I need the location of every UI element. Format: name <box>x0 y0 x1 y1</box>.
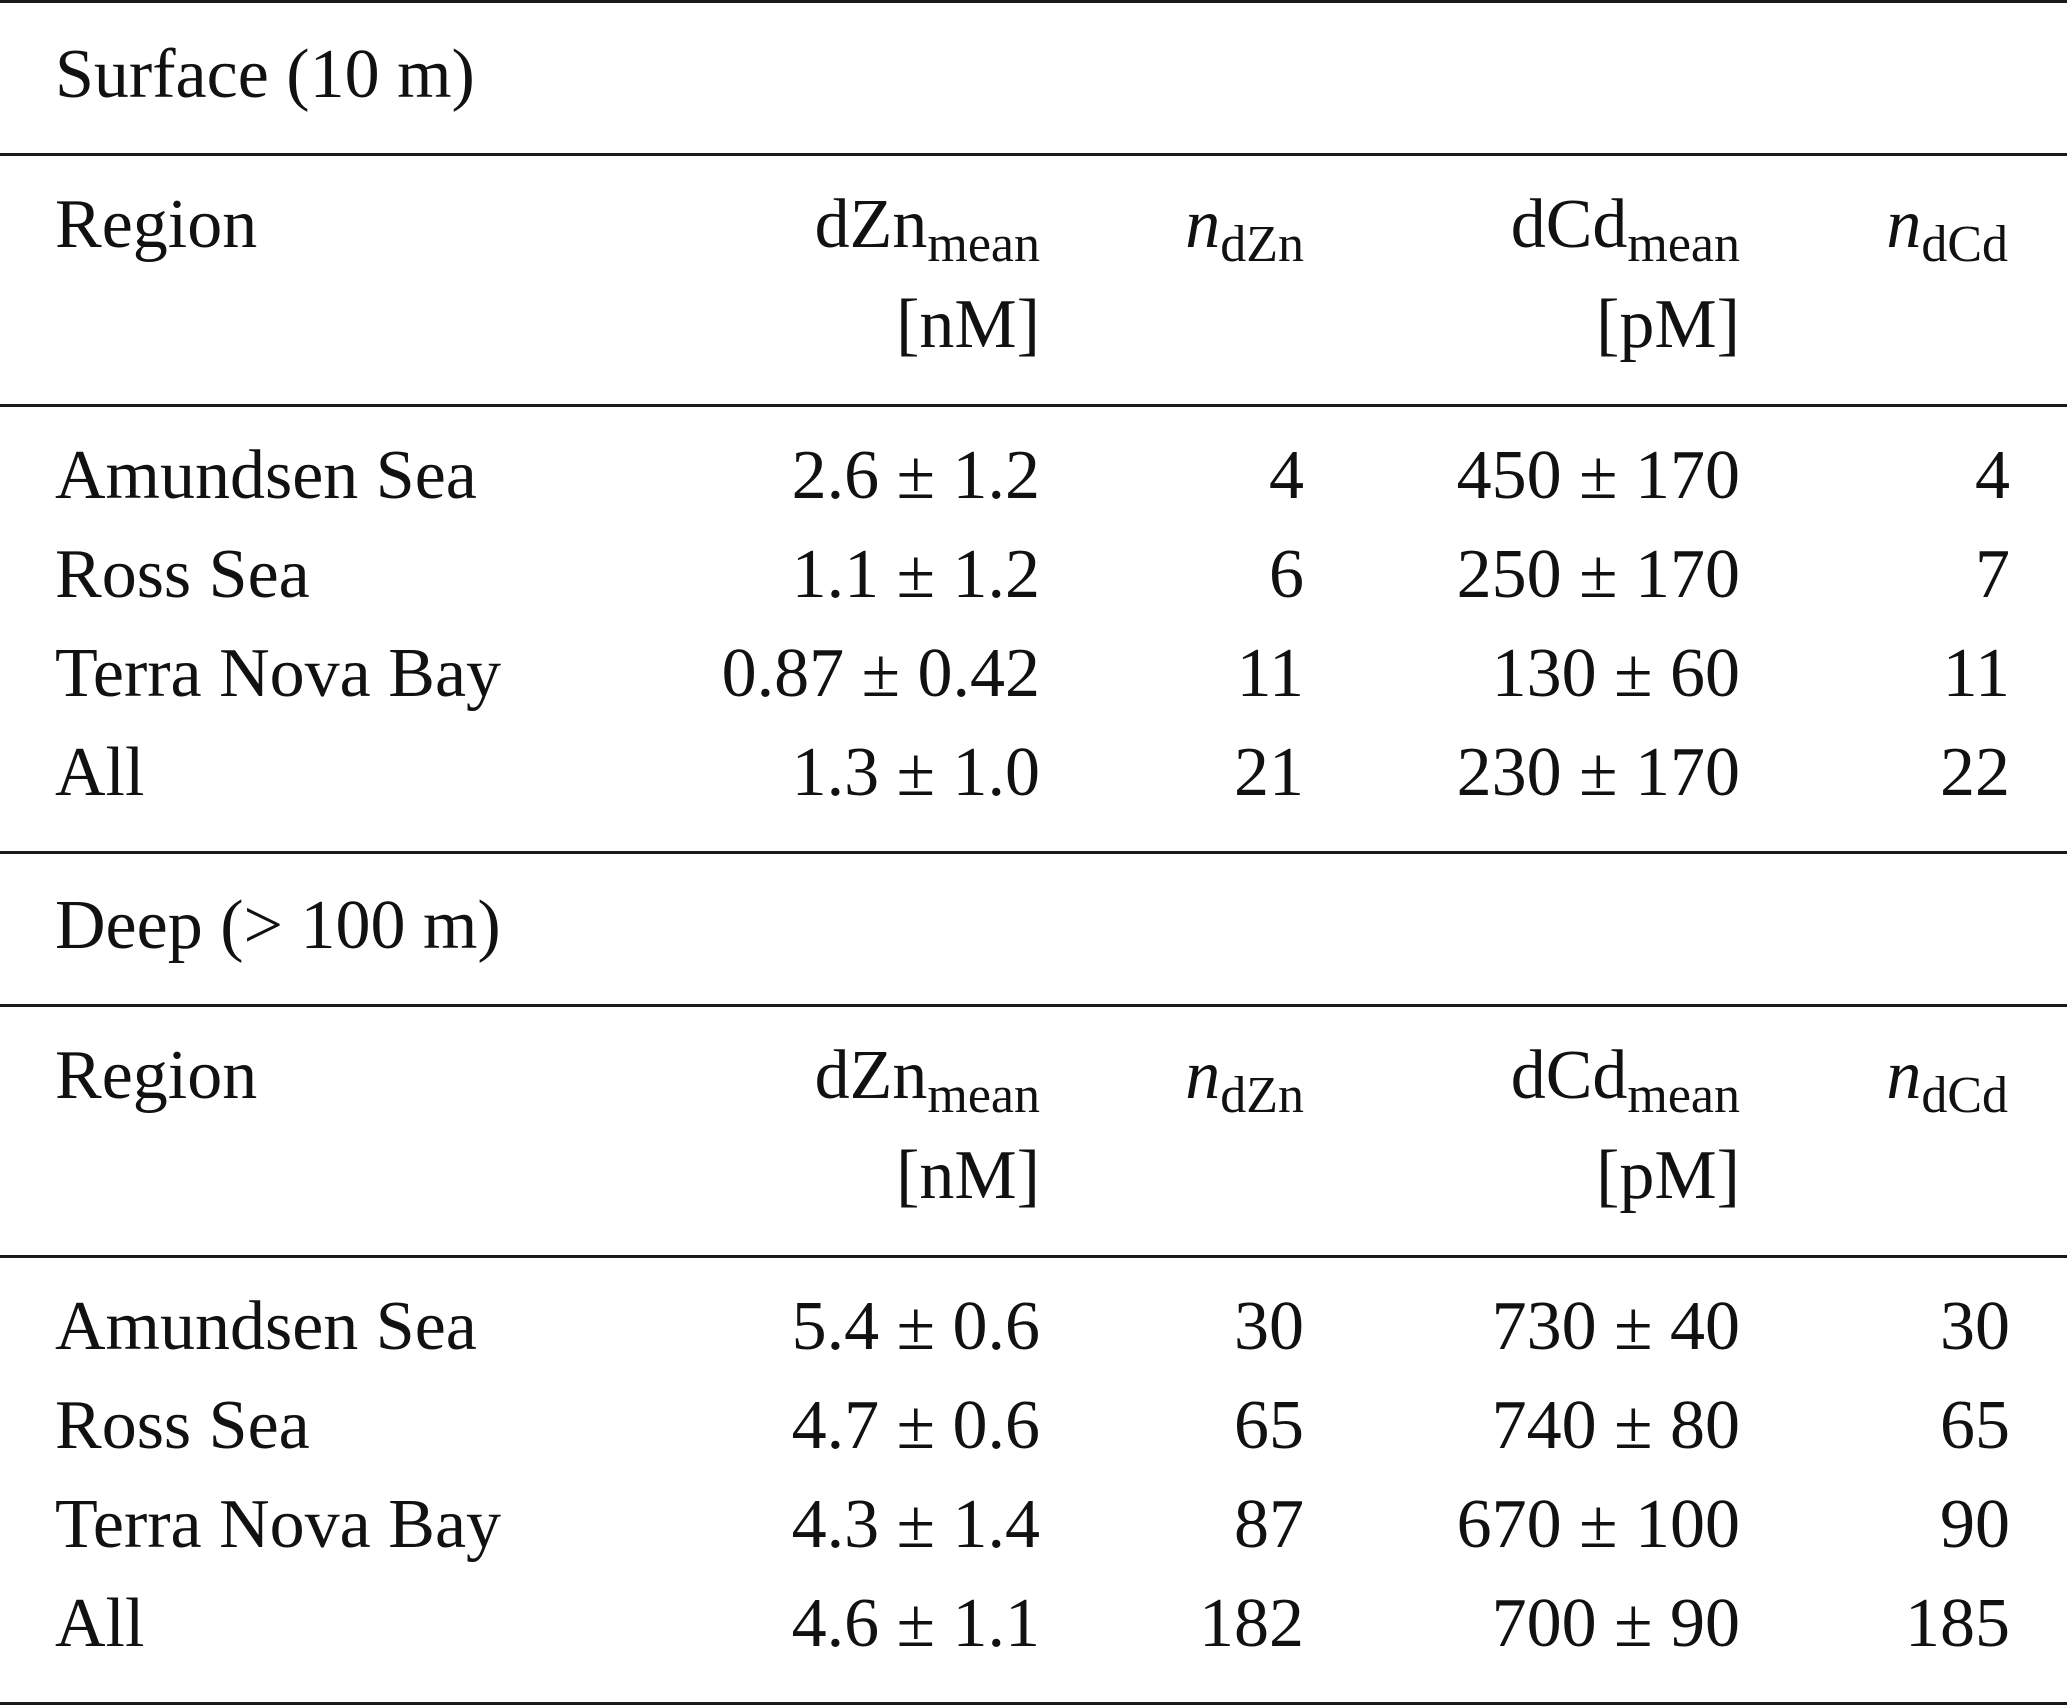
region-cell: All <box>55 1585 145 1662</box>
region-cell: Terra Nova Bay <box>55 635 502 712</box>
bottom-rule <box>0 1702 2067 1705</box>
column-header-n-dcd: ndCd <box>1800 1041 2008 1122</box>
section-title: Surface (10 m) <box>55 36 475 113</box>
section-1-title-rule <box>0 153 2067 156</box>
column-header-dcd-mean: dCdmean <box>1380 190 1740 271</box>
n-dcd-subscript: dCd <box>1921 216 2008 273</box>
n-dcd-cell: 22 <box>1940 734 2010 811</box>
dzn-cell: 4.3 ± 1.4 <box>791 1486 1040 1563</box>
n-dzn-cell: 30 <box>1234 1288 1304 1365</box>
dcd-label: dCd <box>1510 186 1628 263</box>
n-dcd-cell: 185 <box>1905 1585 2010 1662</box>
column-header-n-dzn: ndZn <box>1100 1041 1304 1122</box>
dcd-cell: 740 ± 80 <box>1491 1387 1740 1464</box>
section-2-header-rule <box>0 1255 2067 1258</box>
dzn-cell: 5.4 ± 0.6 <box>791 1288 1040 1365</box>
column-header-dcd-unit: [pM] <box>1596 286 1740 363</box>
region-cell: Ross Sea <box>55 536 310 613</box>
n-dzn-subscript: dZn <box>1220 1067 1304 1124</box>
dzn-cell: 1.1 ± 1.2 <box>791 536 1040 613</box>
n-dzn-subscript: dZn <box>1220 216 1304 273</box>
dcd-cell: 670 ± 100 <box>1456 1486 1740 1563</box>
column-header-region: Region <box>55 186 258 263</box>
column-header-n-dzn: ndZn <box>1100 190 1304 271</box>
column-header-region: Region <box>55 1037 258 1114</box>
region-cell: Ross Sea <box>55 1387 310 1464</box>
dcd-cell: 730 ± 40 <box>1491 1288 1740 1365</box>
dzn-cell: 4.6 ± 1.1 <box>791 1585 1040 1662</box>
top-rule <box>0 0 2067 3</box>
n-dcd-cell: 65 <box>1940 1387 2010 1464</box>
dcd-subscript: mean <box>1627 1067 1740 1124</box>
section-title: Deep (> 100 m) <box>55 887 501 964</box>
n-dcd-label: n <box>1886 1037 1922 1114</box>
region-cell: All <box>55 734 145 811</box>
n-dzn-cell: 182 <box>1199 1585 1304 1662</box>
n-dzn-cell: 65 <box>1234 1387 1304 1464</box>
dzn-cell: 0.87 ± 0.42 <box>721 635 1040 712</box>
column-header-dcd-mean: dCdmean <box>1380 1041 1740 1122</box>
column-header-dcd-unit: [pM] <box>1596 1137 1740 1214</box>
section-1-header-rule <box>0 404 2067 407</box>
n-dzn-cell: 21 <box>1234 734 1304 811</box>
dzn-subscript: mean <box>927 1067 1040 1124</box>
n-dzn-label: n <box>1185 186 1221 263</box>
region-cell: Amundsen Sea <box>55 437 477 514</box>
dzn-label: dZn <box>814 186 928 263</box>
dcd-cell: 230 ± 170 <box>1456 734 1740 811</box>
dcd-cell: 450 ± 170 <box>1456 437 1740 514</box>
dcd-label: dCd <box>1510 1037 1628 1114</box>
region-cell: Terra Nova Bay <box>55 1486 502 1563</box>
dzn-cell: 1.3 ± 1.0 <box>791 734 1040 811</box>
dcd-cell: 250 ± 170 <box>1456 536 1740 613</box>
dzn-cell: 2.6 ± 1.2 <box>791 437 1040 514</box>
region-cell: Amundsen Sea <box>55 1288 477 1365</box>
column-header-dzn-unit: [nM] <box>896 1137 1040 1214</box>
dcd-cell: 130 ± 60 <box>1491 635 1740 712</box>
n-dcd-cell: 7 <box>1975 536 2010 613</box>
n-dzn-cell: 4 <box>1269 437 1304 514</box>
column-header-dzn-unit: [nM] <box>896 286 1040 363</box>
n-dzn-cell: 11 <box>1236 635 1304 712</box>
section-2-title-rule <box>0 1004 2067 1007</box>
dzn-cell: 4.7 ± 0.6 <box>791 1387 1040 1464</box>
dcd-subscript: mean <box>1627 216 1740 273</box>
n-dcd-cell: 90 <box>1940 1486 2010 1563</box>
dcd-cell: 700 ± 90 <box>1491 1585 1740 1662</box>
column-header-dzn-mean: dZnmean <box>700 1041 1040 1122</box>
n-dcd-subscript: dCd <box>1921 1067 2008 1124</box>
dzn-subscript: mean <box>927 216 1040 273</box>
n-dcd-cell: 11 <box>1942 635 2010 712</box>
column-header-n-dcd: ndCd <box>1800 190 2008 271</box>
n-dcd-cell: 30 <box>1940 1288 2010 1365</box>
n-dzn-label: n <box>1185 1037 1221 1114</box>
n-dzn-cell: 6 <box>1269 536 1304 613</box>
column-header-dzn-mean: dZnmean <box>700 190 1040 271</box>
n-dcd-cell: 4 <box>1975 437 2010 514</box>
dzn-label: dZn <box>814 1037 928 1114</box>
n-dcd-label: n <box>1886 186 1922 263</box>
section-divider-rule <box>0 851 2067 854</box>
n-dzn-cell: 87 <box>1234 1486 1304 1563</box>
